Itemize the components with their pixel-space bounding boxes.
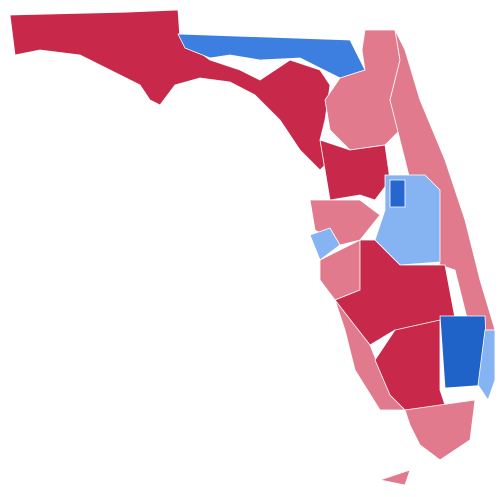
region bbox=[379, 469, 411, 486]
region bbox=[389, 29, 496, 331]
region bbox=[389, 179, 406, 208]
region bbox=[309, 227, 341, 261]
region bbox=[404, 399, 476, 461]
region bbox=[177, 33, 366, 79]
region bbox=[334, 299, 406, 411]
region bbox=[477, 329, 496, 401]
region bbox=[319, 139, 391, 201]
region bbox=[9, 9, 331, 171]
